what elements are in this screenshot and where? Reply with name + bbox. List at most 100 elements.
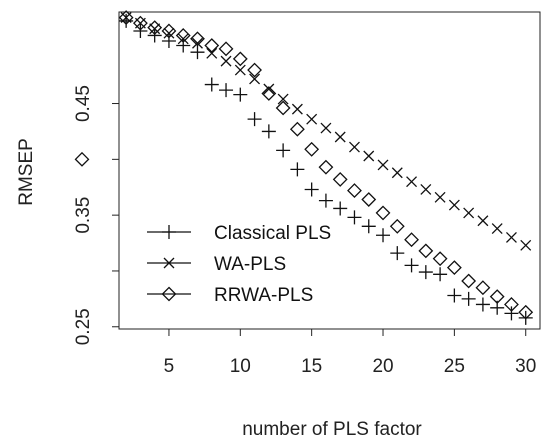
- data-point: [318, 193, 333, 208]
- data-point: [318, 159, 334, 175]
- data-point: [177, 33, 189, 45]
- data-point: [334, 131, 346, 143]
- x-axis-label: number of PLS factor: [242, 419, 422, 440]
- data-point: [361, 192, 377, 207]
- data-point: [176, 38, 191, 53]
- data-point: [204, 38, 220, 53]
- data-point: [375, 205, 391, 221]
- data-point: [204, 77, 219, 92]
- data-point: [448, 199, 460, 211]
- y-tick-label: 0.45: [73, 85, 94, 122]
- data-point: [404, 232, 419, 248]
- data-point: [276, 143, 291, 158]
- data-point: [175, 28, 191, 43]
- data-point: [147, 20, 163, 36]
- data-point: [291, 103, 303, 115]
- data-point: [504, 306, 519, 321]
- data-point: [247, 112, 262, 127]
- series-classical-pls: [119, 13, 533, 325]
- legend-label: RRWA-PLS: [214, 285, 313, 306]
- data-point: [376, 228, 391, 243]
- data-point: [332, 172, 348, 187]
- legend-marker: [163, 257, 175, 269]
- x-tick-label: 25: [444, 356, 465, 377]
- legend-label: Classical PLS: [214, 223, 331, 244]
- data-point: [132, 15, 148, 31]
- data-point: [206, 47, 218, 59]
- data-point: [304, 182, 319, 197]
- data-point: [461, 273, 477, 289]
- data-point: [434, 191, 446, 203]
- data-point: [404, 258, 419, 273]
- data-point: [390, 246, 405, 261]
- data-point: [475, 280, 491, 296]
- data-point: [304, 141, 320, 157]
- data-point: [447, 288, 462, 303]
- data-point: [233, 87, 248, 102]
- data-point: [218, 41, 234, 57]
- data-point: [277, 93, 289, 105]
- data-point: [491, 223, 503, 235]
- x-tick-label: 10: [230, 356, 251, 377]
- legend: Classical PLS WA-PLS RRWA-PLS: [147, 223, 331, 306]
- data-point: [234, 64, 246, 76]
- data-point: [391, 167, 403, 179]
- data-point: [377, 159, 389, 171]
- legend-label: WA-PLS: [214, 254, 286, 275]
- data-point: [349, 141, 360, 153]
- data-point: [247, 62, 262, 78]
- data-point: [505, 232, 517, 243]
- x-tick-label: 5: [164, 356, 175, 377]
- legend-item: WA-PLS: [147, 254, 286, 275]
- x-tick-label: 20: [372, 356, 393, 377]
- data-point: [190, 45, 205, 60]
- data-point: [192, 37, 203, 49]
- data-point: [118, 10, 134, 26]
- x-tick-label: 30: [515, 356, 536, 377]
- data-point: [289, 121, 305, 137]
- data-point: [446, 260, 462, 276]
- data-point: [347, 183, 362, 199]
- legend-item: RRWA-PLS: [147, 285, 313, 306]
- legend-marker: [161, 286, 177, 302]
- data-point: [433, 267, 448, 282]
- data-point: [418, 265, 433, 280]
- data-point: [232, 51, 248, 67]
- data-point: [220, 55, 232, 67]
- data-point: [119, 13, 134, 28]
- data-point: [475, 297, 490, 312]
- data-point: [161, 34, 176, 49]
- data-point: [418, 243, 434, 259]
- data-point: [261, 86, 277, 101]
- x-axis: 5 10 15 20 25 30: [164, 328, 536, 377]
- data-point: [333, 201, 348, 216]
- data-point: [133, 23, 148, 38]
- data-point: [477, 215, 489, 227]
- legend-marker: [162, 225, 176, 239]
- data-point: [219, 83, 234, 98]
- legend-item: Classical PLS: [147, 223, 331, 244]
- data-point: [432, 251, 448, 267]
- data-point: [363, 150, 375, 162]
- data-point: [361, 219, 376, 234]
- data-point: [261, 124, 276, 139]
- data-point: [147, 28, 162, 43]
- data-point: [406, 176, 418, 188]
- y-tick-label: 0.35: [73, 197, 94, 234]
- data-point: [275, 100, 291, 116]
- series-rrwa-pls: [118, 10, 534, 320]
- data-point: [320, 122, 332, 134]
- data-point: [504, 297, 519, 312]
- data-point: [420, 184, 432, 195]
- data-point: [290, 162, 305, 177]
- data-point: [520, 239, 532, 251]
- data-point: [249, 73, 261, 85]
- data-point: [263, 83, 275, 95]
- data-point: [149, 23, 161, 35]
- data-marks: [118, 10, 534, 325]
- data-point: [190, 31, 205, 47]
- data-point: [347, 210, 362, 225]
- data-point: [163, 27, 175, 39]
- x-tick-label: 15: [301, 356, 322, 377]
